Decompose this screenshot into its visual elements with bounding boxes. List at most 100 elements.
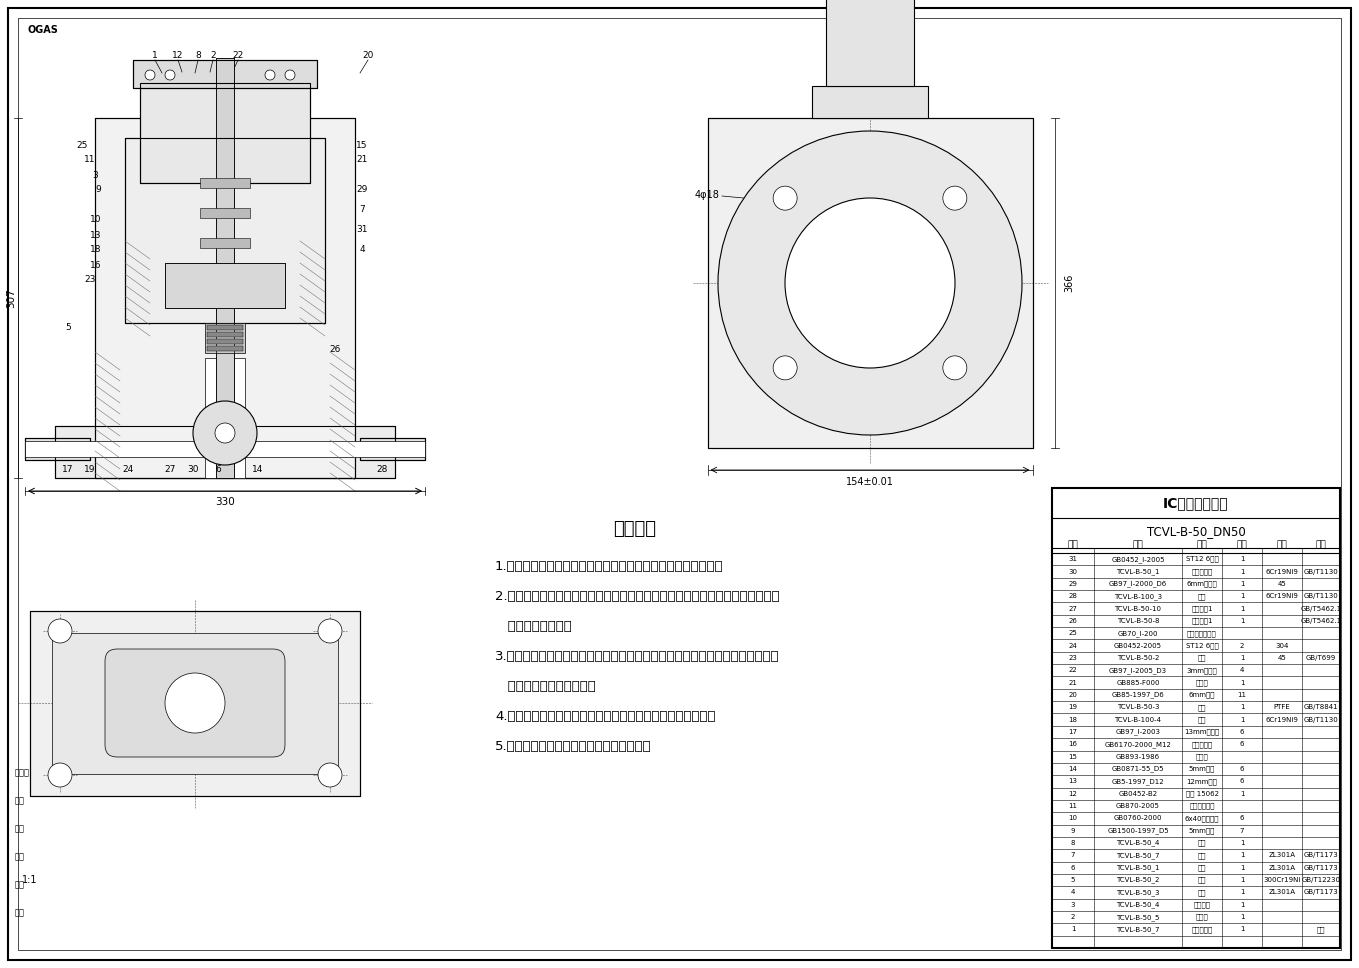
Text: 6: 6 xyxy=(1071,864,1075,871)
Circle shape xyxy=(318,763,342,787)
Text: 1: 1 xyxy=(1239,618,1245,624)
Text: 6: 6 xyxy=(1239,778,1245,784)
Text: 6Cr19Ni9: 6Cr19Ni9 xyxy=(1265,716,1298,723)
Text: TCVL-B-50_DN50: TCVL-B-50_DN50 xyxy=(1147,526,1245,538)
Text: OGAS: OGAS xyxy=(29,25,58,35)
Bar xyxy=(360,438,425,460)
Text: TCVL-B-50-10: TCVL-B-50-10 xyxy=(1114,606,1162,612)
Text: 签字: 签字 xyxy=(15,881,24,890)
Text: 1: 1 xyxy=(1239,593,1245,599)
Text: GB0760-2000: GB0760-2000 xyxy=(1114,815,1162,822)
Text: GB/T1130: GB/T1130 xyxy=(1303,568,1339,575)
Text: 3: 3 xyxy=(1071,902,1075,908)
Text: GB85-1997_D6: GB85-1997_D6 xyxy=(1112,691,1165,698)
Text: 2: 2 xyxy=(1239,643,1245,649)
Text: 25: 25 xyxy=(1068,630,1078,636)
Text: ZL301A: ZL301A xyxy=(1268,864,1295,871)
Bar xyxy=(207,346,243,351)
Text: 13mm平尖圈: 13mm平尖圈 xyxy=(1185,729,1219,736)
Text: 6x40内圆横尖: 6x40内圆横尖 xyxy=(1185,815,1219,822)
Bar xyxy=(708,118,1033,448)
Text: GB893-1986: GB893-1986 xyxy=(1116,754,1161,760)
Text: 21: 21 xyxy=(356,156,368,165)
Text: 24: 24 xyxy=(122,465,133,473)
Text: 10: 10 xyxy=(1068,815,1078,822)
Bar xyxy=(30,611,360,796)
Text: TCVL-B-50_3: TCVL-B-50_3 xyxy=(1116,889,1159,895)
Bar xyxy=(24,441,425,457)
Text: 圈内 15062: 圈内 15062 xyxy=(1185,791,1219,797)
Text: 代号: 代号 xyxy=(1132,540,1143,550)
Text: TCVL-B-100_3: TCVL-B-100_3 xyxy=(1114,592,1162,599)
Text: 2: 2 xyxy=(211,51,216,60)
Text: 26: 26 xyxy=(1068,618,1078,624)
Text: 批准: 批准 xyxy=(15,853,24,862)
Text: 1: 1 xyxy=(1239,655,1245,661)
Bar xyxy=(95,118,355,478)
Circle shape xyxy=(164,673,226,733)
Text: GB/T5462.1: GB/T5462.1 xyxy=(1301,606,1341,612)
Text: TCVL-B-100-4: TCVL-B-100-4 xyxy=(1114,716,1162,723)
Text: 12: 12 xyxy=(173,51,183,60)
Text: 序号: 序号 xyxy=(1068,540,1079,550)
Text: PTFE: PTFE xyxy=(1273,705,1291,711)
Text: GB885-F000: GB885-F000 xyxy=(1116,680,1159,685)
Text: 1: 1 xyxy=(1239,557,1245,562)
Bar xyxy=(200,238,250,248)
Text: TCVL-B-50_2: TCVL-B-50_2 xyxy=(1116,877,1159,884)
Circle shape xyxy=(285,70,295,80)
Text: 27: 27 xyxy=(1068,606,1078,612)
Text: TCVL-B-50-2: TCVL-B-50-2 xyxy=(1117,655,1159,661)
Circle shape xyxy=(145,70,155,80)
Text: 电机控制器: 电机控制器 xyxy=(1192,926,1212,933)
Text: TCVL-B-50_4: TCVL-B-50_4 xyxy=(1116,901,1159,908)
Text: 6mm内齿: 6mm内齿 xyxy=(1189,692,1215,698)
Text: 密封叫刧1: 密封叫刧1 xyxy=(1192,618,1212,624)
Text: 1: 1 xyxy=(1239,791,1245,797)
Text: 23: 23 xyxy=(1068,655,1078,661)
Bar xyxy=(52,632,338,773)
Text: GB/T8841: GB/T8841 xyxy=(1303,705,1339,711)
Bar xyxy=(125,138,325,323)
Text: 3.零件在装配前必须清理和清洗干净，不得有毛刘、飞边、氧化皮、锈蚀、切屑: 3.零件在装配前必须清理和清洗干净，不得有毛刘、飞边、氧化皮、锈蚀、切屑 xyxy=(495,650,780,663)
Text: 16: 16 xyxy=(90,260,102,269)
Text: 45: 45 xyxy=(1277,655,1287,661)
Text: 密封圈: 密封圈 xyxy=(1196,753,1208,760)
Text: 转子: 转子 xyxy=(1197,840,1207,846)
Text: 29: 29 xyxy=(356,186,368,195)
Text: 6: 6 xyxy=(1239,815,1245,822)
Text: 5.滚动轴承装好后用手转动应灵活、平稳。: 5.滚动轴承装好后用手转动应灵活、平稳。 xyxy=(495,740,651,753)
Text: 20: 20 xyxy=(363,51,374,60)
Text: ST12 6内圆: ST12 6内圆 xyxy=(1185,643,1219,649)
Text: 15: 15 xyxy=(1068,754,1078,760)
Text: 14: 14 xyxy=(253,465,264,473)
Text: 1: 1 xyxy=(1239,877,1245,883)
Text: GB70_I-200: GB70_I-200 xyxy=(1117,630,1158,637)
Text: 1: 1 xyxy=(1239,840,1245,846)
Text: 18: 18 xyxy=(1068,716,1078,723)
Bar xyxy=(207,339,243,344)
Text: 名称: 名称 xyxy=(1197,540,1207,550)
Text: 45: 45 xyxy=(1277,581,1287,587)
Text: 31: 31 xyxy=(1068,557,1078,562)
Circle shape xyxy=(773,356,798,379)
Bar xyxy=(360,438,425,460)
Bar xyxy=(24,438,90,460)
Circle shape xyxy=(786,198,955,368)
Text: 转子紧固圈: 转子紧固圈 xyxy=(1192,568,1212,575)
Text: 3mm平尖圈: 3mm平尖圈 xyxy=(1186,667,1218,674)
Text: 日期: 日期 xyxy=(15,909,24,918)
Text: 1:1: 1:1 xyxy=(22,875,38,885)
Bar xyxy=(140,83,310,183)
Text: 6Cr19Ni9: 6Cr19Ni9 xyxy=(1265,568,1298,575)
Text: TCVL-B-50_7: TCVL-B-50_7 xyxy=(1116,852,1159,859)
Text: 材料: 材料 xyxy=(1276,540,1287,550)
Text: 25: 25 xyxy=(76,141,88,150)
Text: TCVL-B-50_5: TCVL-B-50_5 xyxy=(1116,914,1159,921)
Text: 1: 1 xyxy=(1239,902,1245,908)
FancyBboxPatch shape xyxy=(105,649,285,757)
Text: 304: 304 xyxy=(1275,643,1288,649)
Text: 1: 1 xyxy=(1239,680,1245,685)
Bar xyxy=(133,60,317,88)
Text: 7: 7 xyxy=(359,205,364,215)
